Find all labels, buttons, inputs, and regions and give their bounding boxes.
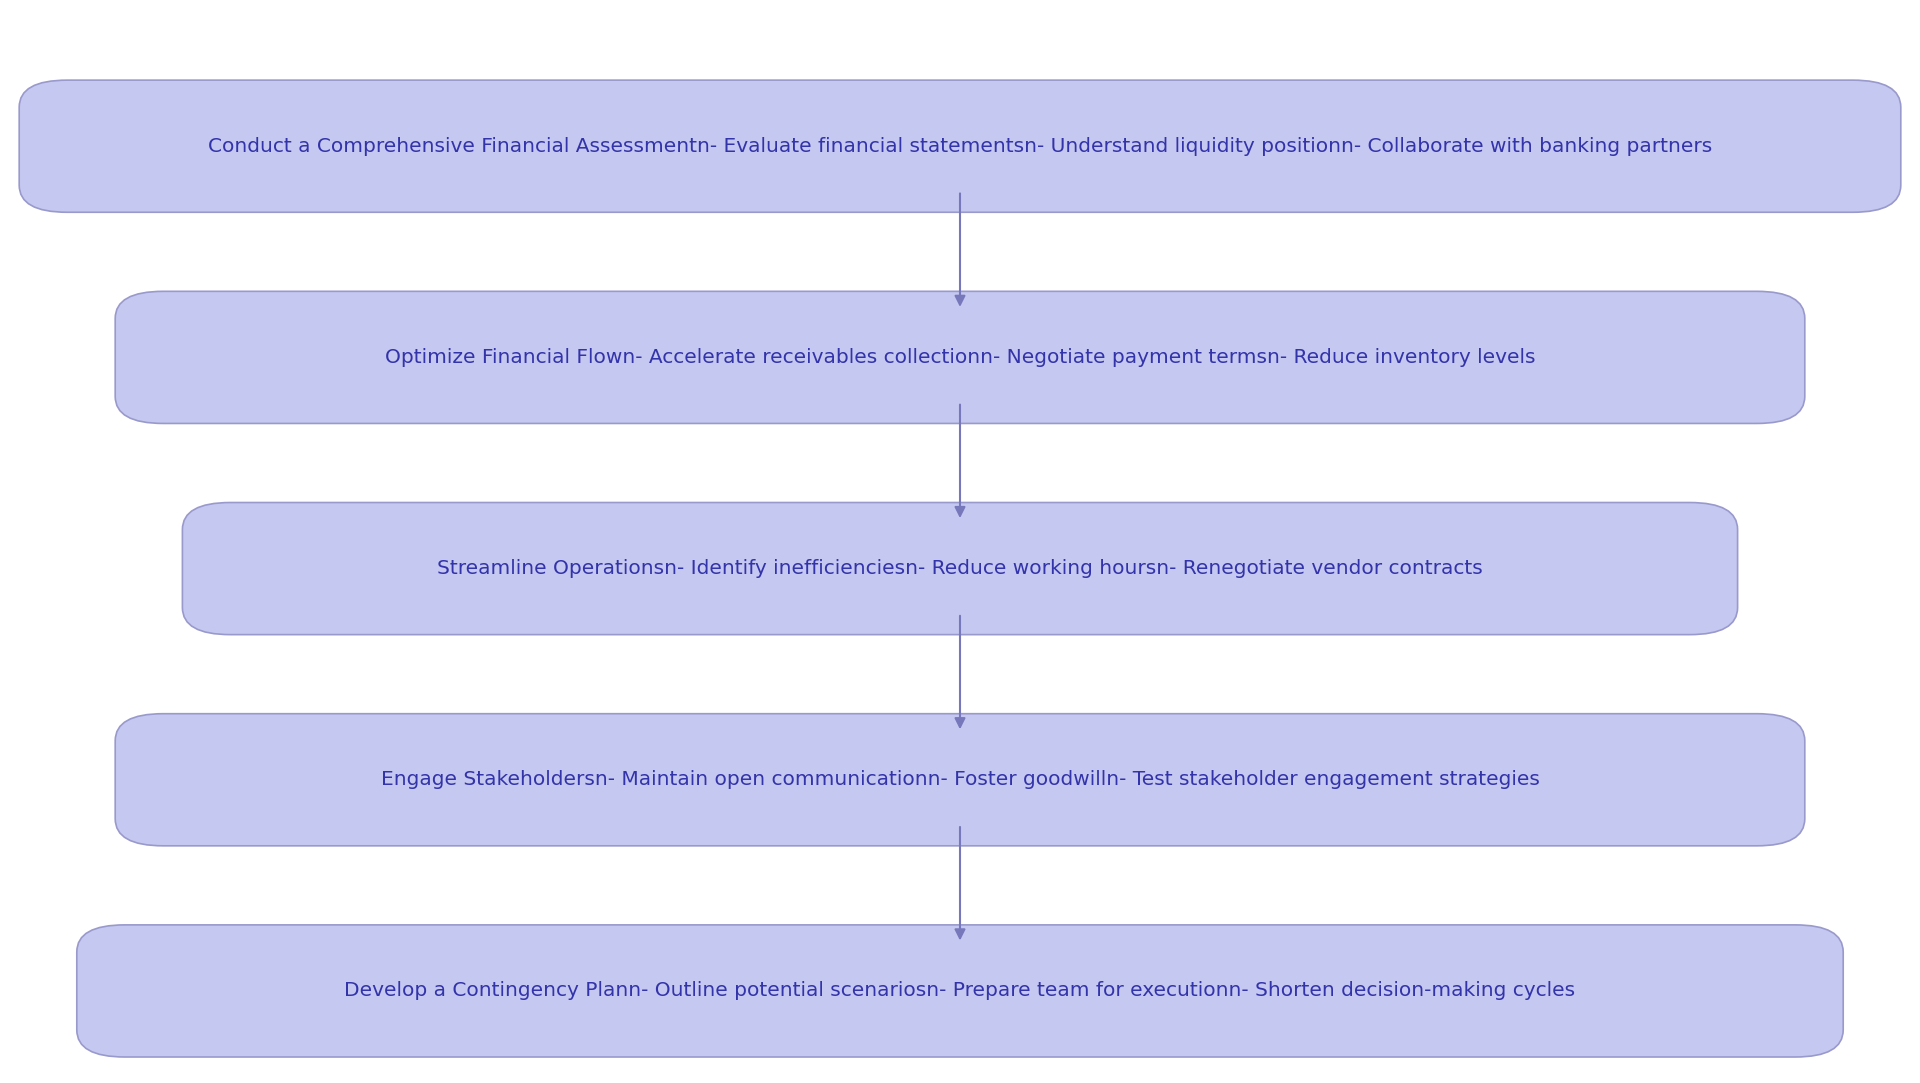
Text: Conduct a Comprehensive Financial Assessmentn- Evaluate financial statementsn- U: Conduct a Comprehensive Financial Assess… [207,136,1713,156]
FancyBboxPatch shape [77,925,1843,1057]
FancyBboxPatch shape [19,80,1901,212]
FancyBboxPatch shape [182,503,1738,635]
Text: Streamline Operationsn- Identify inefficienciesn- Reduce working hoursn- Renegot: Streamline Operationsn- Identify ineffic… [438,559,1482,578]
FancyBboxPatch shape [115,714,1805,846]
Text: Optimize Financial Flown- Accelerate receivables collectionn- Negotiate payment : Optimize Financial Flown- Accelerate rec… [384,348,1536,367]
Text: Develop a Contingency Plann- Outline potential scenariosn- Prepare team for exec: Develop a Contingency Plann- Outline pot… [344,981,1576,1001]
Text: Engage Stakeholdersn- Maintain open communicationn- Foster goodwilln- Test stake: Engage Stakeholdersn- Maintain open comm… [380,770,1540,790]
FancyBboxPatch shape [115,291,1805,423]
